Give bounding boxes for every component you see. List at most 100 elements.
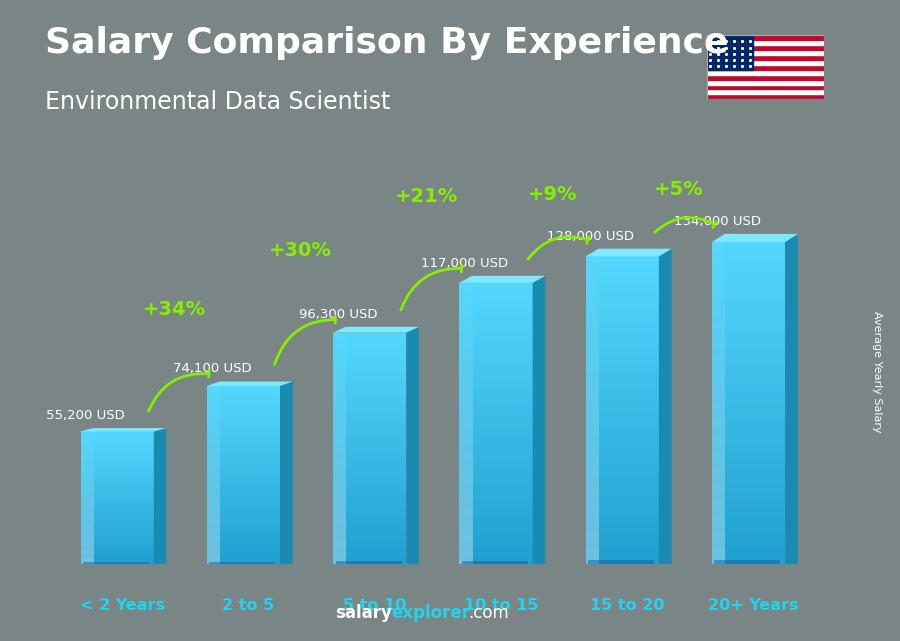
Bar xyxy=(207,463,280,466)
Bar xyxy=(207,466,280,469)
Bar xyxy=(207,495,280,499)
Bar xyxy=(586,482,659,487)
Bar xyxy=(712,279,785,285)
Bar xyxy=(207,531,280,535)
Bar xyxy=(459,306,533,311)
Bar xyxy=(459,325,533,329)
Bar xyxy=(459,494,533,499)
Bar xyxy=(333,363,406,367)
Bar xyxy=(715,560,780,564)
Bar xyxy=(333,375,406,379)
Bar xyxy=(586,451,659,456)
Bar xyxy=(333,537,406,541)
Bar xyxy=(459,465,472,479)
Bar xyxy=(586,426,598,441)
Polygon shape xyxy=(280,381,292,564)
Bar xyxy=(80,478,94,485)
Bar xyxy=(80,529,154,531)
Bar xyxy=(333,506,346,518)
Bar xyxy=(712,290,785,296)
Bar xyxy=(80,491,94,497)
Bar xyxy=(333,503,406,506)
Bar xyxy=(459,419,533,424)
Bar xyxy=(80,497,154,500)
Bar xyxy=(712,559,785,564)
Bar xyxy=(207,513,280,517)
Bar xyxy=(586,441,659,446)
Bar xyxy=(459,353,472,367)
Bar xyxy=(586,374,659,379)
Bar xyxy=(589,560,654,564)
Bar xyxy=(207,419,280,422)
Bar xyxy=(80,469,154,471)
Bar xyxy=(333,379,346,390)
Bar xyxy=(586,328,659,333)
Bar xyxy=(333,402,346,413)
Bar xyxy=(459,545,533,550)
Bar xyxy=(706,94,824,99)
Bar xyxy=(712,462,785,467)
Bar xyxy=(586,349,659,354)
Bar xyxy=(80,562,154,564)
Bar xyxy=(80,538,154,540)
Bar xyxy=(586,436,659,441)
Bar xyxy=(586,379,598,395)
Bar xyxy=(712,354,785,360)
Bar xyxy=(712,419,785,424)
Bar xyxy=(459,367,472,381)
Bar xyxy=(207,484,280,487)
Bar xyxy=(333,413,346,425)
Bar xyxy=(459,367,533,372)
Bar xyxy=(459,531,533,536)
Bar xyxy=(80,518,154,520)
Bar xyxy=(706,35,824,40)
Bar xyxy=(207,442,280,445)
Text: 134,000 USD: 134,000 USD xyxy=(673,215,760,228)
Bar xyxy=(586,282,659,287)
Bar xyxy=(333,444,406,448)
Bar xyxy=(712,473,785,478)
Bar xyxy=(586,379,659,385)
Bar xyxy=(586,256,598,272)
Bar xyxy=(80,549,154,551)
Bar xyxy=(80,451,94,458)
Bar xyxy=(712,408,785,414)
Bar xyxy=(706,35,753,70)
Text: Salary Comparison By Experience: Salary Comparison By Experience xyxy=(45,26,728,60)
Bar xyxy=(712,494,785,500)
Bar xyxy=(210,562,275,564)
Bar xyxy=(459,283,472,297)
Bar xyxy=(712,242,725,258)
Bar xyxy=(459,554,533,560)
Text: +30%: +30% xyxy=(269,242,332,260)
Polygon shape xyxy=(154,428,166,564)
Bar xyxy=(712,532,785,537)
Bar xyxy=(80,526,154,529)
Bar xyxy=(80,474,154,476)
Bar xyxy=(80,433,154,436)
Bar xyxy=(712,387,785,392)
Bar xyxy=(80,489,154,491)
Bar xyxy=(333,367,346,379)
Bar xyxy=(459,508,533,513)
Bar xyxy=(207,493,280,495)
Bar xyxy=(459,424,472,438)
Bar xyxy=(207,386,280,389)
Bar xyxy=(333,456,406,460)
Bar xyxy=(712,532,725,548)
Bar xyxy=(333,553,346,564)
Text: 55,200 USD: 55,200 USD xyxy=(46,409,125,422)
Bar xyxy=(586,503,659,508)
Bar xyxy=(586,354,659,359)
Bar xyxy=(333,522,406,526)
Bar xyxy=(459,479,533,485)
Bar xyxy=(333,398,406,402)
Polygon shape xyxy=(533,276,545,564)
Bar xyxy=(207,561,280,564)
Bar xyxy=(586,349,598,364)
Text: salary: salary xyxy=(335,604,392,622)
Bar xyxy=(459,297,533,301)
Bar xyxy=(80,546,154,549)
Bar xyxy=(459,372,533,376)
Bar xyxy=(207,469,280,472)
